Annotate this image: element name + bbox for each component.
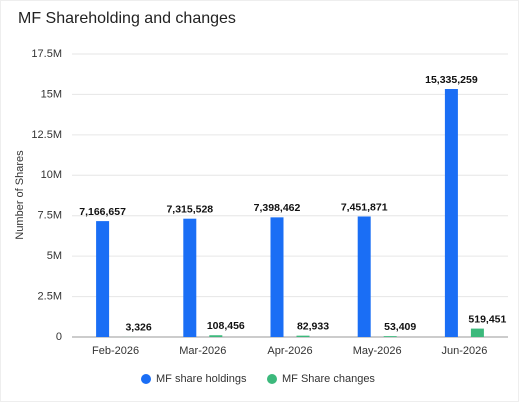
x-tick-label: Jun-2026 xyxy=(441,345,487,357)
y-tick-label: 7.5M xyxy=(38,210,62,222)
data-label: 7,398,462 xyxy=(254,202,301,214)
y-tick-label: 0 xyxy=(56,331,62,343)
bar xyxy=(383,336,397,337)
data-label: 82,933 xyxy=(297,320,329,332)
data-label: 3,326 xyxy=(125,322,151,334)
legend-label: MF share holdings xyxy=(156,373,247,385)
y-axis-label: Number of Shares xyxy=(14,150,26,240)
y-tick-label: 2.5M xyxy=(38,290,62,302)
chart-title: MF Shareholding and changes xyxy=(18,10,236,27)
data-label: 7,166,657 xyxy=(79,206,126,218)
bar xyxy=(296,335,310,337)
x-tick-label: Mar-2026 xyxy=(179,345,226,357)
legend-marker xyxy=(141,374,151,384)
bar xyxy=(357,216,371,337)
y-tick-label: 5M xyxy=(47,250,62,262)
bar xyxy=(183,218,197,337)
data-label: 15,335,259 xyxy=(425,74,478,86)
legend-marker xyxy=(267,374,277,384)
x-tick-label: May-2026 xyxy=(353,345,402,357)
bar xyxy=(470,328,484,337)
y-tick-label: 15M xyxy=(41,88,62,100)
bar xyxy=(270,217,284,337)
bar xyxy=(444,89,458,337)
data-label: 7,315,528 xyxy=(166,203,213,215)
legend-label: MF Share changes xyxy=(282,373,375,385)
y-tick-label: 12.5M xyxy=(31,129,62,141)
data-label: 519,451 xyxy=(468,313,506,325)
y-tick-label: 17.5M xyxy=(31,48,62,60)
data-label: 7,451,871 xyxy=(341,201,388,213)
y-tick-label: 10M xyxy=(41,169,62,181)
bar xyxy=(209,335,223,337)
data-label: 108,456 xyxy=(207,320,245,332)
x-tick-label: Apr-2026 xyxy=(267,345,312,357)
x-tick-label: Feb-2026 xyxy=(92,345,139,357)
data-label: 53,409 xyxy=(384,321,416,333)
bar xyxy=(96,221,110,337)
